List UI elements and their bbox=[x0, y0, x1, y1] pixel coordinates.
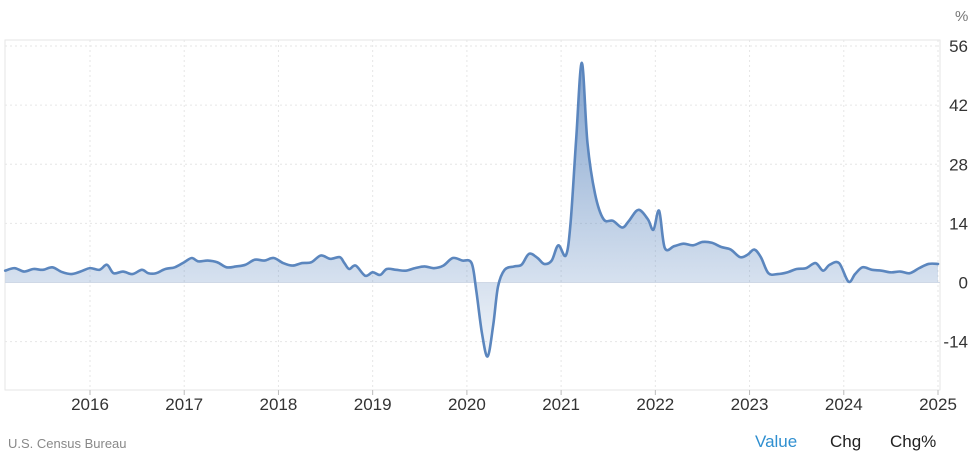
x-tick-label: 2018 bbox=[260, 395, 298, 414]
tab-chg-percent[interactable]: Chg% bbox=[890, 432, 937, 451]
source-label: U.S. Census Bureau bbox=[8, 436, 127, 451]
y-tick-label: 28 bbox=[949, 155, 968, 174]
tab-chg[interactable]: Chg bbox=[830, 432, 862, 451]
y-tick-label: 0 bbox=[959, 274, 968, 293]
x-tick-label: 2019 bbox=[354, 395, 392, 414]
plot-frame bbox=[4, 39, 941, 391]
view-tabs: Value Chg Chg% bbox=[0, 432, 975, 454]
x-tick-label: 2024 bbox=[825, 395, 863, 414]
y-tick-label: 14 bbox=[949, 214, 968, 233]
y-tick-label: 56 bbox=[949, 37, 968, 56]
x-tick-label: 2020 bbox=[448, 395, 486, 414]
x-axis: 2016 2017 2018 2019 2020 2021 2022 2023 2024 2025 bbox=[71, 390, 957, 414]
series-area bbox=[5, 62, 938, 357]
grid bbox=[4, 39, 941, 391]
y-axis: 56 42 28 14 0 -14 bbox=[943, 37, 968, 352]
x-tick-label: 2016 bbox=[71, 395, 109, 414]
x-tick-label: 2025 bbox=[919, 395, 957, 414]
x-tick-label: 2023 bbox=[731, 395, 769, 414]
x-tick-label: 2017 bbox=[165, 395, 203, 414]
chart: 56 42 28 14 0 -14 2016 2017 2018 2019 2020 2021 202… bbox=[3, 8, 968, 414]
tab-value[interactable]: Value bbox=[755, 432, 798, 451]
y-tick-label: 42 bbox=[949, 96, 968, 115]
x-tick-label: 2021 bbox=[542, 395, 580, 414]
unit-label: % bbox=[955, 8, 968, 25]
line-layer bbox=[3, 61, 940, 358]
y-tick-label: -14 bbox=[943, 333, 968, 352]
x-tick-label: 2022 bbox=[636, 395, 674, 414]
series-line bbox=[3, 61, 940, 358]
area-layer bbox=[5, 62, 940, 357]
